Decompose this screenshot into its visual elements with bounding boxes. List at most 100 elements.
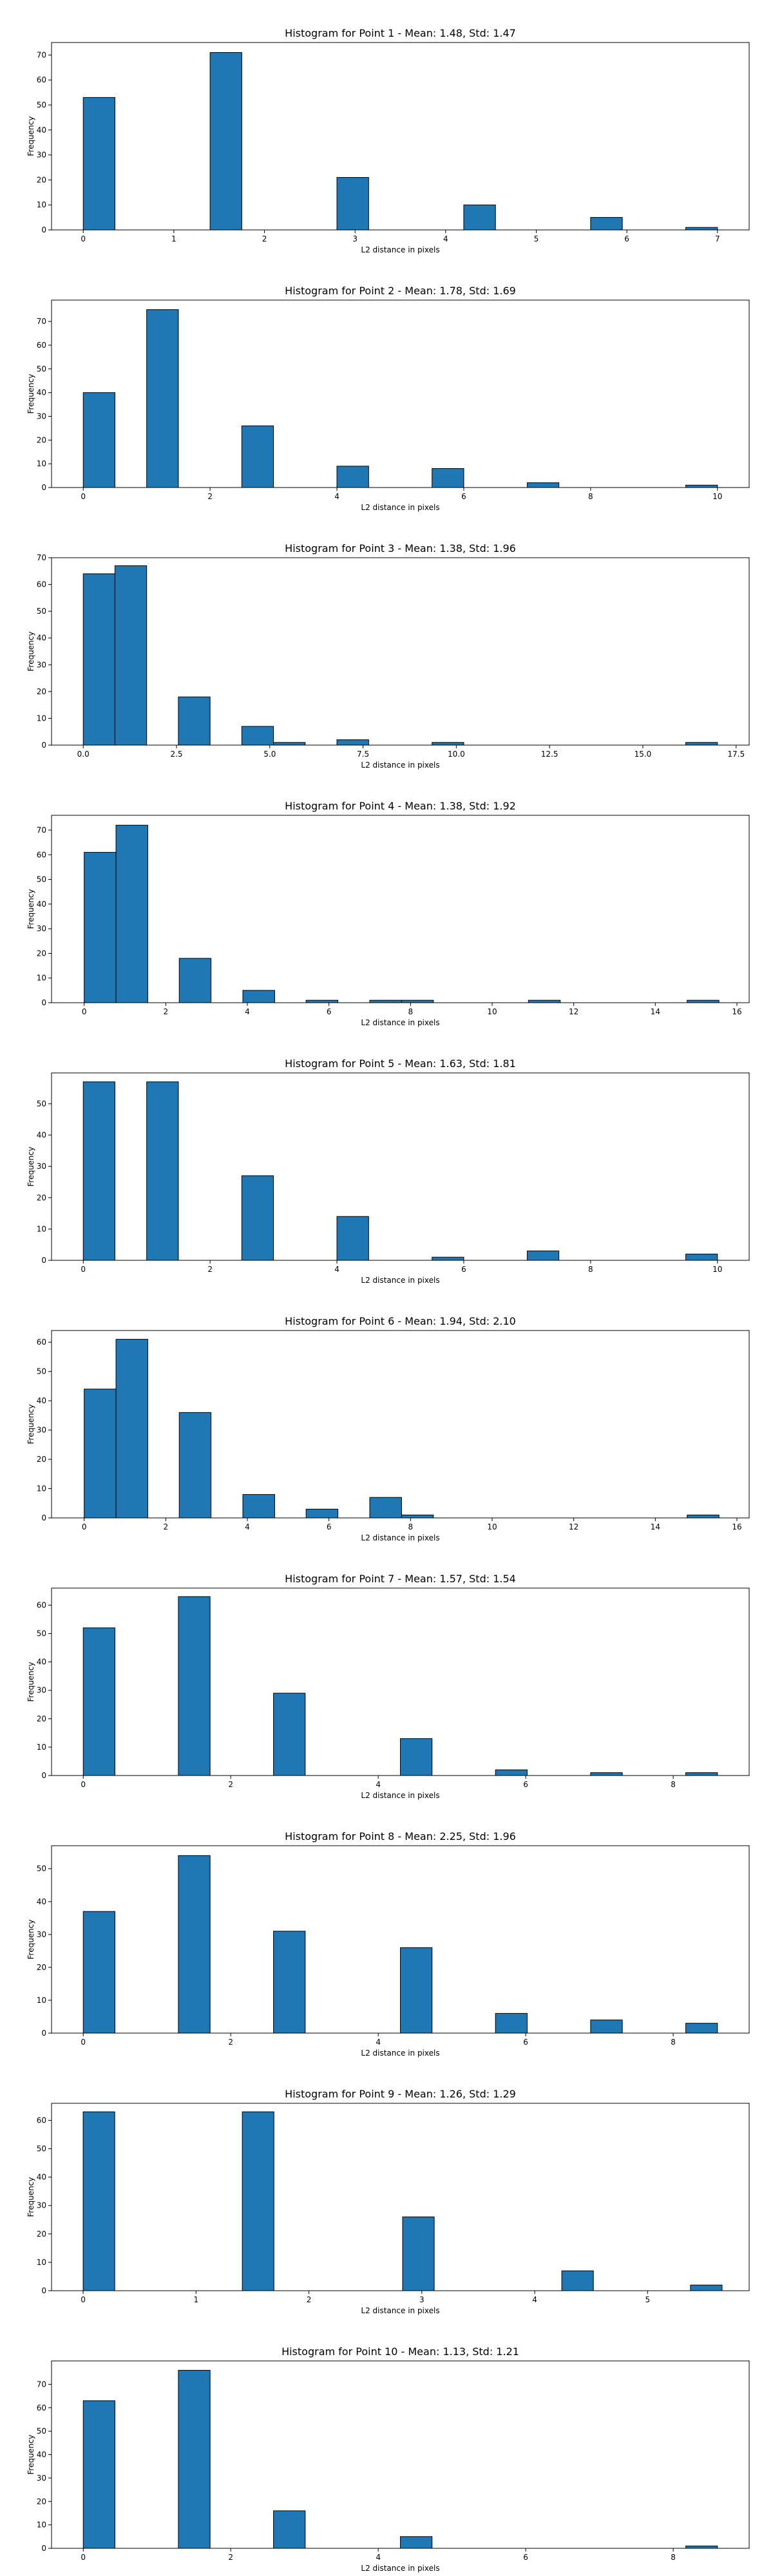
- y-tick-label: 0: [41, 741, 46, 750]
- histogram-bar: [273, 2510, 306, 2549]
- histogram-bar: [432, 468, 464, 488]
- x-tick-label: 0.0: [77, 750, 90, 759]
- y-tick-label: 20: [37, 687, 46, 696]
- x-tick-label: 4: [376, 1780, 381, 1789]
- histogram-panel-7: 0 2 4 6 8 0 10 20 30 40 50 60 Histogram for Point 7 …: [26, 1573, 750, 1800]
- histogram-bar: [178, 1855, 211, 2034]
- x-tick-label: 8: [588, 1265, 593, 1274]
- x-tick-label: 0: [81, 492, 86, 501]
- y-tick-label: 30: [37, 660, 46, 669]
- y-tick-label: 20: [37, 2497, 46, 2506]
- x-tick-label: 2: [164, 1007, 169, 1016]
- histogram-bar: [82, 392, 115, 488]
- x-tick-label: 6: [523, 2553, 528, 2562]
- y-axis-label: Frequency: [26, 2177, 35, 2217]
- histogram-bar: [241, 425, 274, 488]
- y-tick-label: 40: [37, 126, 46, 135]
- axes-frame: [51, 2103, 750, 2291]
- y-tick-label: 20: [37, 435, 46, 444]
- histogram-bar: [82, 2400, 115, 2549]
- y-axis-label: Frequency: [26, 374, 35, 414]
- x-axis-label: L2 distance in pixels: [361, 1533, 439, 1542]
- histogram-bar: [82, 1081, 115, 1261]
- y-tick-label: 10: [37, 1743, 46, 1752]
- y-axis-label: Frequency: [26, 117, 35, 156]
- x-tick-label: 6: [523, 2038, 528, 2047]
- histogram-bar: [84, 1388, 117, 1519]
- x-axis-label: L2 distance in pixels: [361, 2049, 439, 2058]
- x-tick-label: 8: [671, 2038, 676, 2047]
- x-tick-label: 1: [193, 2295, 198, 2304]
- y-tick-label: 20: [37, 1455, 46, 1464]
- y-tick-label: 50: [37, 100, 46, 109]
- histogram-bar: [463, 204, 496, 231]
- histogram-bar: [178, 1412, 212, 1519]
- y-tick-label: 0: [41, 1771, 46, 1780]
- axes-frame: [51, 557, 750, 746]
- x-tick-label: 10: [487, 1522, 497, 1531]
- y-tick-label: 10: [37, 974, 46, 983]
- y-axis-label: Frequency: [26, 632, 35, 672]
- x-tick-label: 1: [171, 234, 177, 243]
- x-tick-label: 0: [82, 1007, 87, 1016]
- histogram-bar: [178, 958, 212, 1003]
- x-tick-label: 2: [164, 1522, 169, 1531]
- x-tick-label: 2.5: [170, 750, 182, 759]
- y-tick-label: 10: [37, 714, 46, 723]
- histogram-bar: [242, 990, 275, 1003]
- histogram-bar: [685, 742, 718, 746]
- y-tick-label: 0: [41, 483, 46, 492]
- histogram-bar: [687, 1514, 720, 1519]
- axes-frame: [51, 815, 750, 1003]
- x-tick-label: 4: [532, 2295, 537, 2304]
- histogram-bar: [241, 1175, 274, 1261]
- chart-title: Histogram for Point 4 - Mean: 1.38, Std:…: [285, 800, 516, 812]
- x-tick-label: 0: [82, 1522, 87, 1531]
- y-axis-label: Frequency: [26, 1920, 35, 1960]
- x-tick-label: 4: [376, 2553, 381, 2562]
- y-tick-label: 50: [37, 1629, 46, 1638]
- chart-title: Histogram for Point 1 - Mean: 1.48, Std:…: [285, 27, 516, 39]
- histogram-bar: [336, 739, 369, 746]
- x-tick-label: 7: [715, 234, 720, 243]
- histogram-bar: [241, 726, 274, 746]
- y-tick-label: 40: [37, 388, 46, 397]
- histogram-bar: [114, 565, 148, 746]
- x-tick-label: 4: [376, 2038, 381, 2047]
- x-tick-label: 8: [671, 2553, 676, 2562]
- y-tick-label: 70: [37, 2380, 46, 2389]
- y-tick-label: 70: [37, 826, 46, 835]
- y-tick-label: 50: [37, 1099, 46, 1108]
- y-tick-label: 40: [37, 1658, 46, 1667]
- x-axis-label: L2 distance in pixels: [361, 503, 439, 512]
- y-tick-label: 50: [37, 607, 46, 616]
- histogram-bar: [685, 227, 718, 231]
- y-tick-label: 40: [37, 1396, 46, 1405]
- y-tick-label: 50: [37, 365, 46, 374]
- x-tick-label: 2: [262, 234, 267, 243]
- x-tick-label: 5: [534, 234, 539, 243]
- y-tick-label: 10: [37, 1484, 46, 1493]
- x-tick-label: 4: [245, 1007, 250, 1016]
- histogram-bar: [242, 1494, 275, 1519]
- histogram-bar: [590, 217, 623, 231]
- y-tick-label: 0: [41, 1256, 46, 1265]
- y-tick-label: 30: [37, 2474, 46, 2483]
- y-axis-label: Frequency: [26, 889, 35, 929]
- axes-frame: [51, 1587, 750, 1776]
- x-tick-label: 0: [81, 234, 86, 243]
- x-tick-label: 14: [651, 1522, 660, 1531]
- y-tick-label: 40: [37, 1131, 46, 1140]
- y-axis-label: Frequency: [26, 1662, 35, 1702]
- y-tick-label: 50: [37, 2427, 46, 2436]
- histogram-bar: [82, 573, 115, 746]
- histogram-bar: [561, 2270, 594, 2291]
- x-axis-label: L2 distance in pixels: [361, 2564, 439, 2573]
- histogram-bar: [305, 1508, 339, 1519]
- y-tick-label: 50: [37, 1864, 46, 1873]
- x-tick-label: 4: [334, 492, 339, 501]
- histogram-bar: [369, 1497, 402, 1519]
- y-tick-label: 20: [37, 2230, 46, 2239]
